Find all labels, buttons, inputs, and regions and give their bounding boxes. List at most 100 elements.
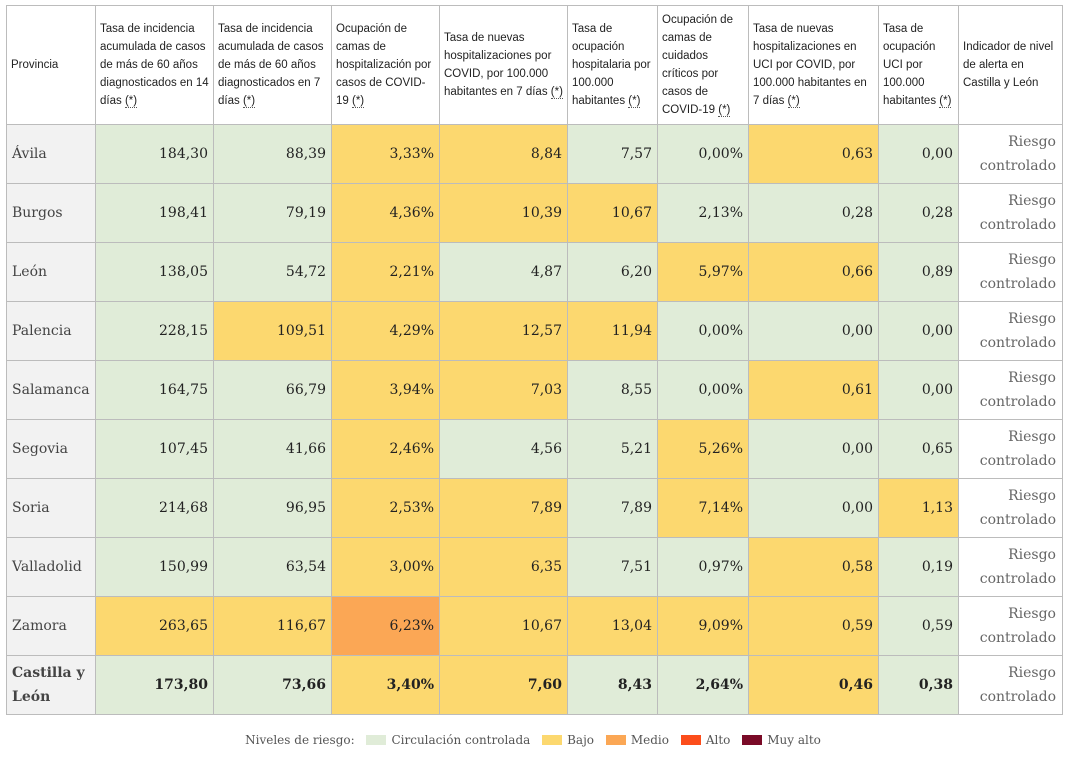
value-cell: 107,45 <box>95 419 214 479</box>
header-bed-occupancy: Ocupación de camas de hospitalización po… <box>331 5 440 125</box>
legend-item-muy-alto: Muy alto <box>742 733 821 747</box>
value-cell: 0,00% <box>657 360 749 420</box>
risk-indicators-table: Provincia Tasa de incidencia acumulada d… <box>6 5 1063 715</box>
value-cell: 6,35 <box>439 537 568 597</box>
table-row: Palencia 228,15 109,51 4,29% 12,57 11,94… <box>6 301 1063 361</box>
value-cell: 41,66 <box>213 419 332 479</box>
value-cell: 2,13% <box>657 183 749 243</box>
header-new-hospitalizations: Tasa de nuevas hospitalizaciones por COV… <box>439 5 568 125</box>
footnote-marker[interactable]: (*) <box>352 95 365 108</box>
value-cell: 228,15 <box>95 301 214 361</box>
alert-level-cell: Riesgo controlado <box>958 360 1063 420</box>
value-cell: 10,67 <box>439 596 568 656</box>
value-cell: 10,67 <box>567 183 658 243</box>
value-cell: 0,38 <box>878 655 959 715</box>
value-cell: 116,67 <box>213 596 332 656</box>
value-cell: 7,57 <box>567 124 658 184</box>
footnote-marker[interactable]: (*) <box>939 95 952 108</box>
value-cell: 0,59 <box>748 596 879 656</box>
value-cell: 2,46% <box>331 419 440 479</box>
alert-level-cell: Riesgo controlado <box>958 183 1063 243</box>
value-cell: 2,21% <box>331 242 440 302</box>
legend-swatch <box>366 735 387 745</box>
legend-item-alto: Alto <box>680 733 730 747</box>
province-cell: Palencia <box>6 301 96 361</box>
value-cell: 88,39 <box>213 124 332 184</box>
value-cell: 198,41 <box>95 183 214 243</box>
footnote-marker[interactable]: (*) <box>124 95 138 108</box>
value-cell: 4,56 <box>439 419 568 479</box>
value-cell: 0,89 <box>878 242 959 302</box>
legend-label: Bajo <box>567 733 595 747</box>
header-icu-occupancy-rate: Tasa de ocupación UCI por 100.000 habita… <box>878 5 959 125</box>
alert-level-cell: Riesgo controlado <box>958 596 1063 656</box>
value-cell: 0,66 <box>748 242 879 302</box>
alert-level-cell: Riesgo controlado <box>958 419 1063 479</box>
legend-title: Niveles de riesgo: <box>245 733 355 747</box>
province-cell: Soria <box>6 478 96 538</box>
value-cell: 0,63 <box>748 124 879 184</box>
value-cell: 6,20 <box>567 242 658 302</box>
value-cell: 164,75 <box>95 360 214 420</box>
value-cell: 184,30 <box>95 124 214 184</box>
alert-level-cell: Riesgo controlado <box>958 537 1063 597</box>
value-cell: 8,55 <box>567 360 658 420</box>
value-cell: 0,00 <box>748 478 879 538</box>
value-cell: 3,40% <box>331 655 440 715</box>
value-cell: 263,65 <box>95 596 214 656</box>
legend-item-controlada: Circulación controlada <box>366 733 530 747</box>
legend-swatch <box>605 735 626 745</box>
value-cell: 4,36% <box>331 183 440 243</box>
legend-label: Muy alto <box>767 733 821 747</box>
legend-item-medio: Medio <box>605 733 669 747</box>
footnote-marker[interactable]: (*) <box>628 95 641 108</box>
value-cell: 7,89 <box>439 478 568 538</box>
value-cell: 2,64% <box>657 655 749 715</box>
value-cell: 0,28 <box>748 183 879 243</box>
alert-level-cell: Riesgo controlado <box>958 478 1063 538</box>
footnote-marker[interactable]: (*) <box>787 95 800 108</box>
header-alert-level: Indicador de nivel de alerta en Castilla… <box>958 5 1063 125</box>
value-cell: 0,00 <box>748 301 879 361</box>
value-cell: 0,59 <box>878 596 959 656</box>
value-cell: 0,65 <box>878 419 959 479</box>
table-row: León 138,05 54,72 2,21% 4,87 6,20 5,97% … <box>6 242 1063 302</box>
alert-level-cell: Riesgo controlado <box>958 655 1063 715</box>
alert-level-cell: Riesgo controlado <box>958 124 1063 184</box>
value-cell: 150,99 <box>95 537 214 597</box>
value-cell: 8,84 <box>439 124 568 184</box>
value-cell: 0,28 <box>878 183 959 243</box>
province-cell: Burgos <box>6 183 96 243</box>
province-cell: Castilla y León <box>6 655 96 715</box>
table-body: Ávila 184,30 88,39 3,33% 8,84 7,57 0,00%… <box>6 124 1063 715</box>
header-province: Provincia <box>6 5 96 125</box>
value-cell: 5,21 <box>567 419 658 479</box>
province-cell: Zamora <box>6 596 96 656</box>
table-row: Soria 214,68 96,95 2,53% 7,89 7,89 7,14%… <box>6 478 1063 538</box>
footnote-marker[interactable]: (*) <box>242 95 256 108</box>
province-cell: Salamanca <box>6 360 96 420</box>
risk-legend: Niveles de riesgo: Circulación controlad… <box>0 733 1066 747</box>
province-cell: León <box>6 242 96 302</box>
value-cell: 79,19 <box>213 183 332 243</box>
table-row: Zamora 263,65 116,67 6,23% 10,67 13,04 9… <box>6 596 1063 656</box>
header-incidence-7d: Tasa de incidencia acumulada de casos de… <box>213 5 332 125</box>
value-cell: 0,46 <box>748 655 879 715</box>
footnote-marker[interactable]: (*) <box>550 86 563 99</box>
value-cell: 0,00% <box>657 124 749 184</box>
value-cell: 109,51 <box>213 301 332 361</box>
value-cell: 63,54 <box>213 537 332 597</box>
value-cell: 8,43 <box>567 655 658 715</box>
footnote-marker[interactable]: (*) <box>718 104 731 117</box>
value-cell: 0,19 <box>878 537 959 597</box>
legend-item-bajo: Bajo <box>542 733 594 747</box>
value-cell: 0,61 <box>748 360 879 420</box>
value-cell: 173,80 <box>95 655 214 715</box>
value-cell: 9,09% <box>657 596 749 656</box>
value-cell: 0,00 <box>748 419 879 479</box>
header-new-icu-hospitalizations: Tasa de nuevas hospitalizaciones en UCI … <box>748 5 879 125</box>
value-cell: 0,00% <box>657 301 749 361</box>
value-cell: 138,05 <box>95 242 214 302</box>
value-cell: 7,14% <box>657 478 749 538</box>
table-row-total: Castilla y León 173,80 73,66 3,40% 7,60 … <box>6 655 1063 715</box>
